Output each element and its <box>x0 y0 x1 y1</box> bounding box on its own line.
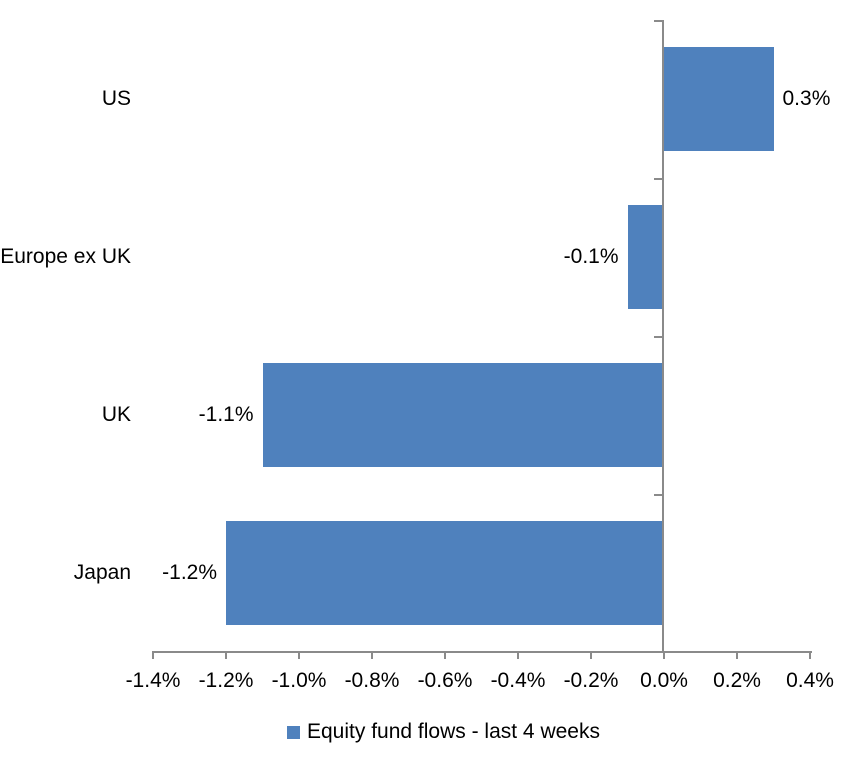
value-axis-line <box>152 651 812 653</box>
value-axis-tick-label: -1.0% <box>271 669 327 692</box>
category-axis-tick <box>654 336 662 338</box>
data-label-japan: -1.2% <box>162 561 217 584</box>
category-label-europe-ex-uk: Europe ex UK <box>0 245 131 268</box>
data-label-us: 0.3% <box>782 87 831 110</box>
value-axis-tick-label: -1.4% <box>125 669 181 692</box>
value-axis-tick <box>444 651 446 659</box>
zero-baseline-axis <box>662 20 664 653</box>
data-label-europe-ex-uk: -0.1% <box>563 245 619 268</box>
value-axis-tick-label: -1.2% <box>198 669 254 692</box>
value-axis-tick-label: -0.2% <box>563 669 619 692</box>
value-axis-tick <box>663 651 665 659</box>
bar-uk <box>262 363 664 467</box>
value-axis-tick <box>809 651 811 659</box>
category-axis-tick <box>654 494 662 496</box>
legend-label: Equity fund flows - last 4 weeks <box>307 720 600 743</box>
bar-us <box>664 47 774 151</box>
category-label-us: US <box>101 87 131 110</box>
bar-japan <box>226 521 664 625</box>
value-axis-tick-label: -0.6% <box>417 669 473 692</box>
data-label-uk: -1.1% <box>198 403 254 426</box>
category-label-japan: Japan <box>73 561 131 584</box>
value-axis-tick-label: 0.4% <box>786 669 834 692</box>
category-axis-tick <box>654 178 662 180</box>
value-axis-tick-label: 0.0% <box>640 669 688 692</box>
value-axis-tick <box>225 651 227 659</box>
value-axis-tick <box>736 651 738 659</box>
value-axis-tick <box>590 651 592 659</box>
legend: Equity fund flows - last 4 weeks <box>287 719 600 745</box>
value-axis-tick <box>152 651 154 659</box>
bar-europe-ex-uk <box>627 205 664 309</box>
value-axis-tick-label: -0.8% <box>344 669 400 692</box>
category-label-uk: UK <box>101 403 131 426</box>
category-axis-tick <box>654 20 662 22</box>
value-axis-tick-label: -0.4% <box>490 669 546 692</box>
value-axis-tick-label: 0.2% <box>713 669 761 692</box>
value-axis-tick <box>517 651 519 659</box>
value-axis-tick <box>371 651 373 659</box>
legend-color-swatch <box>287 725 300 739</box>
value-axis-tick <box>298 651 300 659</box>
